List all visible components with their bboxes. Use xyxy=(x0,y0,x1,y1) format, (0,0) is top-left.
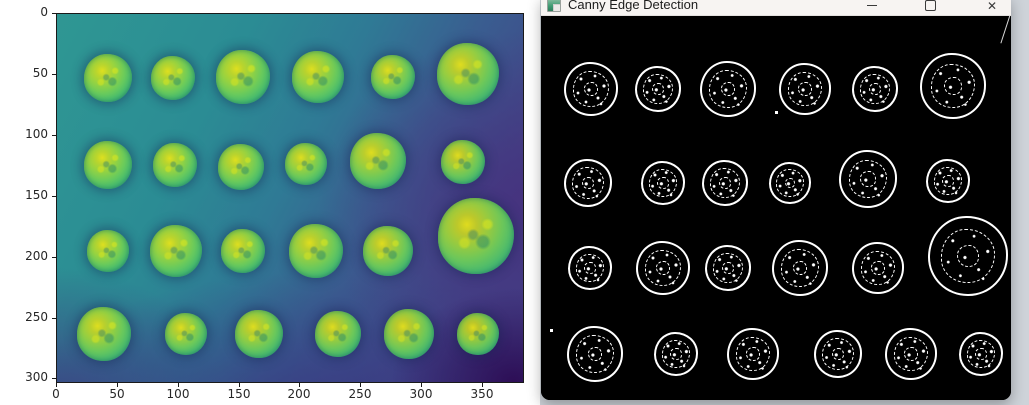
edge-coin xyxy=(920,53,986,119)
y-tick-label: 100 xyxy=(25,127,48,141)
coin xyxy=(84,141,132,189)
maximize-icon xyxy=(924,0,936,11)
close-button[interactable]: ✕ xyxy=(974,0,1010,14)
edge-coin xyxy=(635,66,681,112)
coin xyxy=(438,198,514,274)
y-tick-label: 150 xyxy=(25,188,48,202)
window-titlebar[interactable]: Canny Edge Detection ✕ xyxy=(541,0,1011,16)
x-tick xyxy=(239,383,240,387)
coin xyxy=(292,51,344,103)
coin xyxy=(315,311,361,357)
edge-coin xyxy=(852,66,898,112)
y-tick-label: 300 xyxy=(25,370,48,384)
coins-image-viridis xyxy=(56,13,524,383)
edge-coin xyxy=(769,162,811,204)
coin xyxy=(437,43,499,105)
edge-coin xyxy=(702,160,748,206)
x-tick xyxy=(299,383,300,387)
edge-noise-speck xyxy=(775,111,778,114)
coin xyxy=(350,133,406,189)
edge-coin xyxy=(852,242,904,294)
edge-coin xyxy=(779,63,831,115)
coin xyxy=(289,224,343,278)
coin xyxy=(218,144,264,190)
x-tick-label: 350 xyxy=(470,387,494,401)
coin xyxy=(77,307,131,361)
y-tick xyxy=(52,378,56,379)
x-tick xyxy=(56,383,57,387)
edge-coin xyxy=(568,246,612,290)
coin xyxy=(235,310,283,358)
x-tick-label: 100 xyxy=(166,387,190,401)
minimize-button[interactable] xyxy=(854,0,890,14)
window-resize-highlight xyxy=(1000,16,1011,44)
edge-coin xyxy=(636,241,690,295)
coin xyxy=(457,313,499,355)
coin xyxy=(371,55,415,99)
edge-coin xyxy=(700,61,756,117)
matplotlib-figure: 0 50 100 150 200 250 300 350 0 50 100 150 200 250 300 xyxy=(25,5,524,401)
y-tick-label: 50 xyxy=(32,66,48,80)
coin xyxy=(165,313,207,355)
minimize-icon xyxy=(867,5,877,6)
coin xyxy=(216,50,270,104)
x-tick xyxy=(178,383,179,387)
coin xyxy=(363,226,413,276)
canny-edges-canvas xyxy=(541,16,1011,400)
coin xyxy=(87,230,129,272)
coin xyxy=(151,56,195,100)
x-tick-label: 250 xyxy=(348,387,372,401)
coin xyxy=(221,229,265,273)
x-tick-label: 50 xyxy=(109,387,125,401)
coin xyxy=(285,143,327,185)
y-tick xyxy=(52,318,56,319)
edge-coin xyxy=(839,150,897,208)
canny-window: Canny Edge Detection ✕ xyxy=(541,0,1011,400)
maximize-button[interactable] xyxy=(912,0,948,14)
x-tick-label: 0 xyxy=(52,387,60,401)
window-title: Canny Edge Detection xyxy=(568,0,699,12)
edge-coin xyxy=(772,240,828,296)
x-tick xyxy=(117,383,118,387)
edge-coin xyxy=(727,328,779,380)
y-tick xyxy=(52,257,56,258)
edge-coin xyxy=(705,245,751,291)
y-tick xyxy=(52,13,56,14)
edge-noise-speck xyxy=(550,329,553,332)
y-tick xyxy=(52,74,56,75)
y-tick xyxy=(52,135,56,136)
edge-coin xyxy=(814,330,862,378)
edge-coin xyxy=(654,332,698,376)
coin xyxy=(150,225,202,277)
image-thumbnail-icon xyxy=(547,0,561,12)
coin xyxy=(84,54,132,102)
edge-coin xyxy=(926,159,970,203)
x-tick-label: 200 xyxy=(287,387,311,401)
y-tick-label: 200 xyxy=(25,249,48,263)
close-icon: ✕ xyxy=(986,0,998,13)
y-tick-label: 0 xyxy=(40,5,48,19)
x-tick xyxy=(482,383,483,387)
y-tick-label: 250 xyxy=(25,310,48,324)
x-tick xyxy=(421,383,422,387)
edge-coin xyxy=(564,159,612,207)
coin xyxy=(441,140,485,184)
x-tick-label: 300 xyxy=(409,387,433,401)
coin xyxy=(153,143,197,187)
x-tick xyxy=(360,383,361,387)
coin xyxy=(384,309,434,359)
edge-coin xyxy=(959,332,1003,376)
y-tick xyxy=(52,196,56,197)
edge-coin xyxy=(928,216,1008,296)
desktop-background: Canny Edge Detection ✕ xyxy=(540,0,1029,405)
edge-coin xyxy=(641,161,685,205)
edge-coin xyxy=(567,326,623,382)
edge-coin xyxy=(564,62,618,116)
x-tick-label: 150 xyxy=(227,387,251,401)
edge-coin xyxy=(885,328,937,380)
